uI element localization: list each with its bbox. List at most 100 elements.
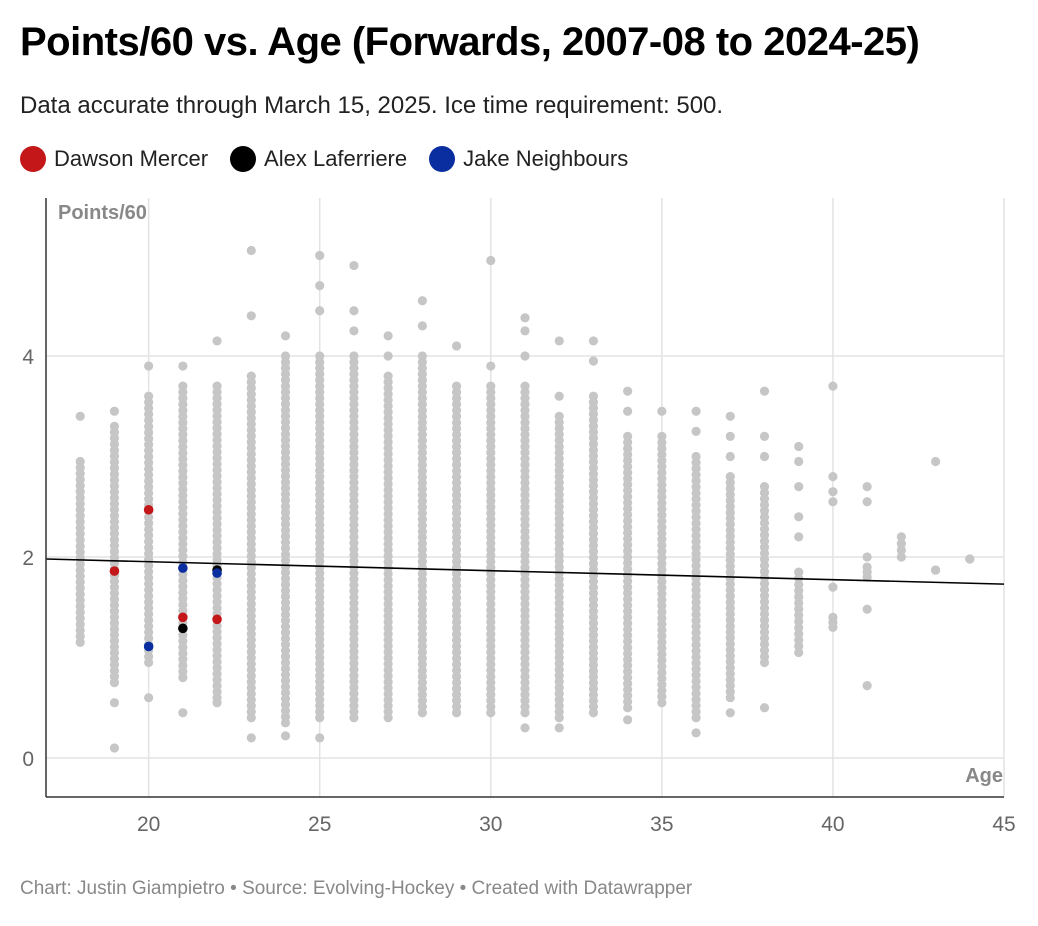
chart-title: Points/60 vs. Age (Forwards, 2007-08 to … (20, 20, 920, 64)
data-point (417, 296, 427, 306)
x-tick-label: 25 (308, 813, 331, 836)
data-point (794, 532, 804, 542)
point-jake-neighbours (212, 568, 222, 578)
data-point (383, 371, 393, 381)
background-points (75, 245, 975, 753)
data-point (725, 708, 735, 718)
data-point (451, 381, 462, 391)
point-alex-laferriere (178, 623, 188, 634)
data-point (144, 693, 154, 703)
data-point (315, 250, 325, 261)
data-point (794, 482, 804, 492)
legend-dot-icon (429, 146, 456, 172)
data-point (657, 406, 667, 416)
data-point (212, 336, 222, 346)
data-point (759, 431, 770, 441)
data-point (828, 381, 838, 391)
legend-item-alex-laferriere[interactable]: Alex Laferriere (230, 146, 407, 172)
legend-dot-icon (230, 146, 257, 172)
data-point (896, 545, 906, 555)
data-point (486, 361, 496, 371)
data-point (383, 351, 393, 361)
data-point (828, 472, 838, 482)
data-point (144, 391, 154, 401)
data-point (862, 497, 872, 507)
data-point (417, 351, 427, 361)
data-point (280, 351, 291, 361)
data-point (588, 336, 599, 346)
data-point (725, 472, 735, 482)
data-point (520, 723, 530, 733)
data-point (759, 386, 770, 396)
x-axis-title: Age (965, 765, 1003, 787)
player-points (109, 504, 222, 652)
point-dawson-mercer (212, 614, 222, 625)
legend-label: Alex Laferriere (264, 146, 408, 171)
data-point (862, 562, 872, 572)
data-point (109, 406, 120, 416)
x-tick-label: 40 (821, 813, 844, 836)
data-point (212, 698, 222, 708)
point-jake-neighbours (178, 563, 188, 573)
data-point (862, 604, 872, 614)
data-point (759, 451, 770, 462)
data-point (109, 698, 120, 708)
legend-item-jake-neighbours[interactable]: Jake Neighbours (429, 146, 628, 172)
data-point (862, 482, 872, 492)
data-point (828, 497, 838, 507)
data-point (246, 371, 256, 381)
axes: 20 25 30 35 40 45 0 2 4 (22, 198, 1016, 836)
data-point (828, 612, 838, 622)
legend-item-dawson-mercer[interactable]: Dawson Mercer (20, 146, 208, 172)
data-point (486, 381, 496, 391)
chart-footer: Chart: Justin Giampietro • Source: Evolv… (20, 878, 693, 899)
data-point (691, 451, 701, 462)
trendline-layer (45, 558, 1005, 585)
data-point (75, 411, 85, 421)
data-point (349, 326, 359, 336)
data-point (554, 391, 564, 401)
data-point (725, 451, 735, 462)
data-point (520, 326, 530, 336)
data-point (109, 421, 120, 431)
legend-label: Dawson Mercer (54, 146, 209, 171)
chart-subtitle: Data accurate through March 15, 2025. Ic… (20, 92, 724, 119)
data-point (896, 532, 906, 542)
data-point (623, 386, 633, 396)
x-tick-label: 20 (137, 813, 160, 836)
legend-dot-icon (20, 146, 46, 172)
data-point (315, 733, 325, 743)
data-point (520, 313, 530, 323)
data-point (691, 426, 701, 436)
data-point (896, 539, 906, 549)
data-point (246, 245, 256, 256)
legend: Dawson Mercer Alex Laferriere Jake Neigh… (20, 146, 650, 172)
data-point (246, 733, 256, 743)
data-point (109, 743, 120, 753)
data-point (623, 715, 633, 725)
data-point (794, 567, 804, 577)
data-point (657, 431, 667, 441)
data-point (280, 331, 291, 341)
data-point (965, 554, 975, 564)
data-point (178, 361, 188, 371)
data-point (315, 281, 325, 291)
point-dawson-mercer (178, 612, 188, 623)
y-axis-title: Points/60 (58, 202, 147, 224)
data-point (588, 356, 599, 366)
legend-label: Jake Neighbours (463, 146, 629, 171)
y-tick-label: 0 (22, 748, 34, 771)
data-point (691, 728, 701, 738)
data-point (349, 351, 359, 361)
data-point (520, 381, 530, 391)
data-point (520, 351, 530, 361)
data-point (144, 361, 154, 371)
point-dawson-mercer (143, 504, 154, 515)
data-point (691, 406, 701, 416)
data-point (451, 341, 462, 351)
data-point (862, 552, 872, 562)
data-point (930, 456, 941, 467)
data-point (862, 681, 872, 691)
data-point (75, 456, 85, 467)
